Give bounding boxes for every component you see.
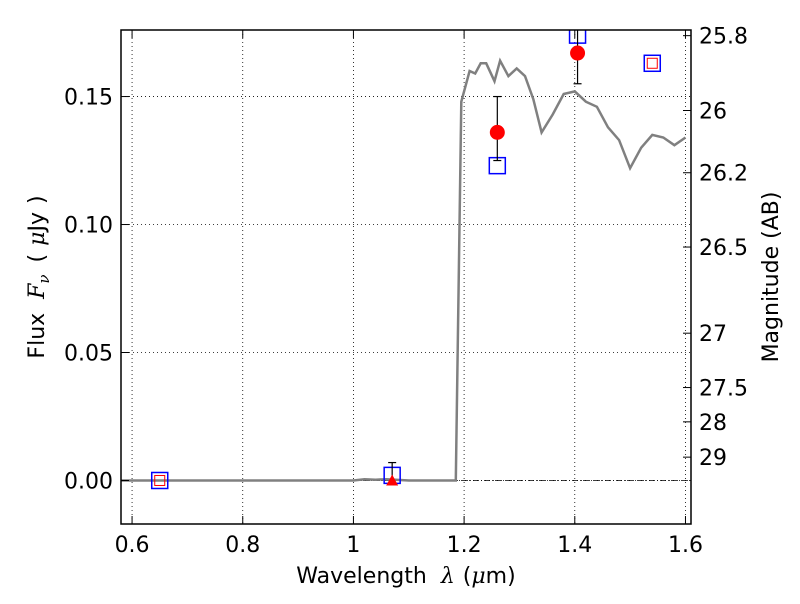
x-tick-label: 1 xyxy=(346,533,360,558)
y2-tick-label: 27.5 xyxy=(699,377,748,402)
x-axis-title-symbol: λ xyxy=(440,564,455,589)
x-axis-title: Wavelength λ (μm) xyxy=(296,564,515,589)
x-axis-title-text: Wavelength xyxy=(296,564,427,589)
sed-model-line xyxy=(121,57,687,482)
x-tick-label: 1.2 xyxy=(447,533,482,558)
observed-point xyxy=(489,124,505,140)
small-red-square xyxy=(154,474,166,486)
x-axis-title-unit-open: ( xyxy=(463,564,472,589)
y-axis-title-symbol: F xyxy=(25,283,50,300)
y2-tick-label: 26 xyxy=(699,99,727,124)
y-axis-title-unit-open: ( xyxy=(25,254,50,263)
x-tick-label: 0.6 xyxy=(115,533,150,558)
upper-limit-triangle xyxy=(386,474,399,486)
y2-tick-label: 29 xyxy=(699,446,727,471)
x-axis-title-unit-mu: μ xyxy=(471,564,485,589)
x-axis-title-unit-rest: m) xyxy=(486,564,516,589)
sed-layer xyxy=(121,57,687,482)
y2-tick-label: 27 xyxy=(699,322,727,347)
y-axis-title-unit-rest: Jy xyxy=(25,212,50,234)
y2-tick-label: 26.5 xyxy=(699,236,748,261)
x-tick-label: 1.4 xyxy=(557,533,592,558)
y2-axis-title: Magnitude (AB) xyxy=(759,192,784,363)
y-axis-title: Flux Fν ( μJy) xyxy=(25,195,53,358)
model-photometry-square xyxy=(150,471,169,490)
y-tick-label: 0.15 xyxy=(64,86,113,111)
y-axis-title-unit-mu: μ xyxy=(25,232,50,246)
y-axis-title-unit-close: ) xyxy=(25,195,50,204)
y-axis-title-sub: ν xyxy=(35,274,53,283)
y2-tick-label: 25.8 xyxy=(699,25,748,50)
y-ticks: 0.00 0.05 0.10 0.15 xyxy=(64,86,129,494)
observed-point xyxy=(570,45,586,61)
y-tick-label: 0.00 xyxy=(64,469,113,494)
data-layer xyxy=(121,30,687,490)
y-axis-title-text: Flux xyxy=(25,313,50,359)
plot-frame xyxy=(120,29,692,525)
y-tick-label: 0.05 xyxy=(64,342,113,367)
x-tick-label: 1.6 xyxy=(668,533,703,558)
x-ticks: 0.6 0.8 1 1.2 1.4 1.6 xyxy=(115,30,703,558)
small-red-square xyxy=(646,57,658,69)
marker-layer xyxy=(150,30,662,490)
grid-layer xyxy=(121,30,691,524)
y-tick-label: 0.10 xyxy=(64,214,113,239)
y2-tick-label: 26.2 xyxy=(699,162,748,187)
x-tick-label: 0.8 xyxy=(225,533,260,558)
model-photometry-square xyxy=(643,54,662,73)
y2-ticks: 25.8 26 26.2 26.5 27 27.5 28 29 xyxy=(683,25,748,471)
y2-tick-label: 28 xyxy=(699,411,727,436)
